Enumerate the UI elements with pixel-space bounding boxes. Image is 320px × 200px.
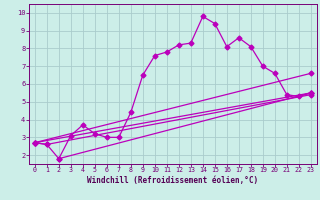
X-axis label: Windchill (Refroidissement éolien,°C): Windchill (Refroidissement éolien,°C) [87,176,258,185]
